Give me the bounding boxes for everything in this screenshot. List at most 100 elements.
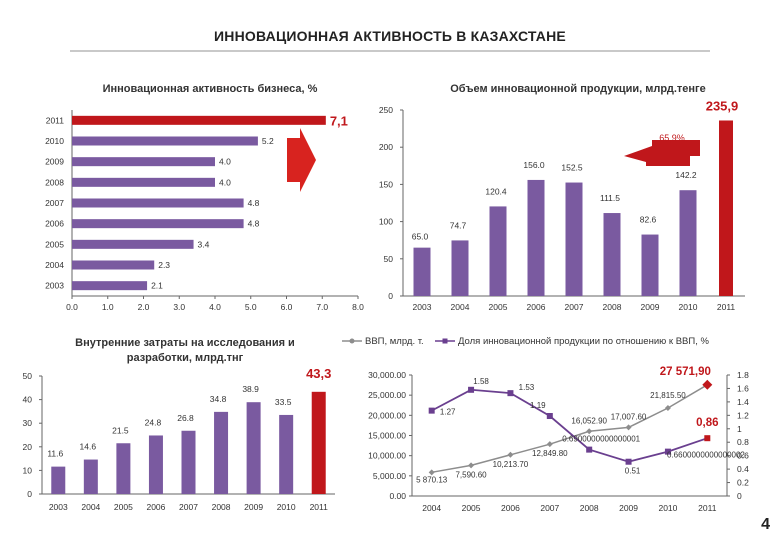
- chart4-category-label: 2008: [580, 503, 599, 513]
- chart4-share-point: [546, 413, 553, 420]
- chart4-left-tick-label: 25,000.00: [368, 390, 406, 400]
- chart4-share-value-label: 1.27: [440, 408, 456, 417]
- chart4-share-point: [664, 448, 671, 455]
- chart2-y-tick-label: 100: [379, 217, 393, 227]
- chart4-right-tick-label: 1.2: [737, 410, 749, 420]
- chart3-bar: [311, 391, 326, 494]
- chart4-share-value-label: 0.6600000000000002: [667, 451, 745, 460]
- chart2-category-label: 2005: [489, 302, 508, 312]
- chart1-category-label: 2007: [45, 198, 64, 208]
- chart3-bar: [246, 402, 261, 494]
- chart4-category-label: 2004: [422, 503, 441, 513]
- chart2-bar: [719, 120, 733, 296]
- chart3-category-label: 2011: [310, 502, 329, 512]
- chart2-y-tick-label: 200: [379, 142, 393, 152]
- chart1-bar: [72, 260, 155, 270]
- chart2-value-label: 156.0: [523, 160, 545, 170]
- chart1-x-tick-label: 3.0: [173, 302, 185, 312]
- chart4-gdp-value-label: 7,590.60: [455, 470, 487, 479]
- title-divider: [70, 50, 710, 52]
- chart1-bar: [72, 281, 148, 291]
- chart3-bar: [83, 459, 98, 494]
- chart1-value-label: 4.0: [219, 177, 231, 187]
- chart4-gdp-point: [625, 424, 632, 431]
- chart2-category-label: 2009: [641, 302, 660, 312]
- page-number: 4: [761, 516, 770, 533]
- chart4-left-tick-label: 0.00: [389, 491, 406, 501]
- chart4-category-label: 2005: [462, 503, 481, 513]
- chart2-y-tick-label: 0: [388, 291, 393, 301]
- chart4-right-tick-label: 1.6: [737, 383, 749, 393]
- chart1-category-label: 2006: [45, 219, 64, 229]
- chart4-legend-label: Доля инновационной продукции по отношени…: [458, 336, 709, 347]
- chart1-x-tick-label: 6.0: [281, 302, 293, 312]
- chart1-x-tick-label: 1.0: [102, 302, 114, 312]
- chart2-bar: [527, 179, 545, 296]
- chart4-right-tick-label: 1.4: [737, 397, 749, 407]
- chart2-value-label: 235,9: [706, 98, 739, 113]
- chart4-legend-marker: [442, 338, 448, 344]
- chart3-y-tick-label: 50: [23, 371, 33, 381]
- chart2-annotation: 65,9%: [659, 133, 685, 143]
- chart3-value-label: 26.8: [177, 413, 194, 423]
- chart2-y-tick-label: 250: [379, 105, 393, 115]
- chart2-bar: [413, 247, 431, 296]
- chart2-category-label: 2011: [717, 302, 736, 312]
- chart1-x-tick-label: 0.0: [66, 302, 78, 312]
- chart4-right-tick-label: 0.4: [737, 464, 749, 474]
- chart4-gdp-point: [586, 428, 593, 435]
- chart3-bar: [214, 411, 229, 494]
- chart3-category-label: 2004: [81, 502, 100, 512]
- chart1-category-label: 2009: [45, 157, 64, 167]
- chart3-value-label: 21.5: [112, 425, 129, 435]
- chart4-left-tick-label: 20,000.00: [368, 410, 406, 420]
- chart2-y-tick-label: 50: [384, 254, 394, 264]
- chart4-left-tick-label: 10,000.00: [368, 451, 406, 461]
- chart4-gdp-value-label: 12,849.80: [532, 449, 568, 458]
- chart4-share-value-label: 0.6900000000000001: [562, 435, 640, 444]
- chart2-category-label: 2007: [565, 302, 584, 312]
- chart3-bar: [51, 466, 66, 494]
- chart3-value-label: 11.6: [47, 449, 63, 459]
- chart1-bar: [72, 198, 244, 208]
- chart1-bar: [72, 157, 215, 167]
- chart4-gdp-point: [507, 451, 514, 458]
- chart4-share-value-label: 0,86: [696, 417, 718, 429]
- chart2-bar: [451, 240, 469, 296]
- chart1-bar: [72, 136, 258, 146]
- chart1-value-label: 4.8: [248, 198, 260, 208]
- chart2-bar: [565, 182, 583, 296]
- chart2-category-label: 2006: [527, 302, 546, 312]
- chart1-bar: [72, 239, 194, 249]
- chart2-value-label: 74.7: [450, 220, 467, 230]
- chart4-share-point: [625, 458, 632, 465]
- chart1-value-label: 5.2: [262, 136, 274, 146]
- chart4-right-tick-label: 0.8: [737, 437, 749, 447]
- chart1-x-tick-label: 5.0: [245, 302, 257, 312]
- chart2-value-label: 65.0: [412, 232, 429, 242]
- chart4-share-value-label: 0.51: [625, 467, 641, 476]
- chart4-right-tick-label: 0.2: [737, 478, 749, 488]
- chart4-gdp-value-label: 10,213.70: [493, 460, 529, 469]
- chart4-left-tick-label: 15,000.00: [368, 431, 406, 441]
- chart1-category-label: 2003: [45, 281, 64, 291]
- chart1-bar: [72, 115, 326, 125]
- chart1-value-label: 2.1: [151, 281, 163, 291]
- chart3-bar: [148, 435, 163, 494]
- chart3-title-line1: Внутренние затраты на исследования и: [75, 337, 295, 349]
- chart3-category-label: 2010: [277, 502, 296, 512]
- chart1-value-label: 3.4: [198, 239, 210, 249]
- chart2-bar: [679, 190, 697, 296]
- chart1-x-tick-label: 4.0: [209, 302, 221, 312]
- chart4-category-label: 2006: [501, 503, 520, 513]
- chart4-share-line: [431, 388, 708, 463]
- chart1-title: Инновационная активность бизнеса, %: [103, 83, 318, 95]
- chart3-bar: [279, 414, 294, 494]
- chart3-y-tick-label: 30: [23, 418, 33, 428]
- chart4-gdp-value-label: 16,052.90: [571, 416, 607, 425]
- chart3-category-label: 2009: [244, 502, 263, 512]
- chart1-value-label: 4.0: [219, 157, 231, 167]
- chart4-share-value-label: 1.53: [519, 383, 535, 392]
- chart2-title: Объем инновационной продукции, млрд.тенг…: [450, 83, 706, 95]
